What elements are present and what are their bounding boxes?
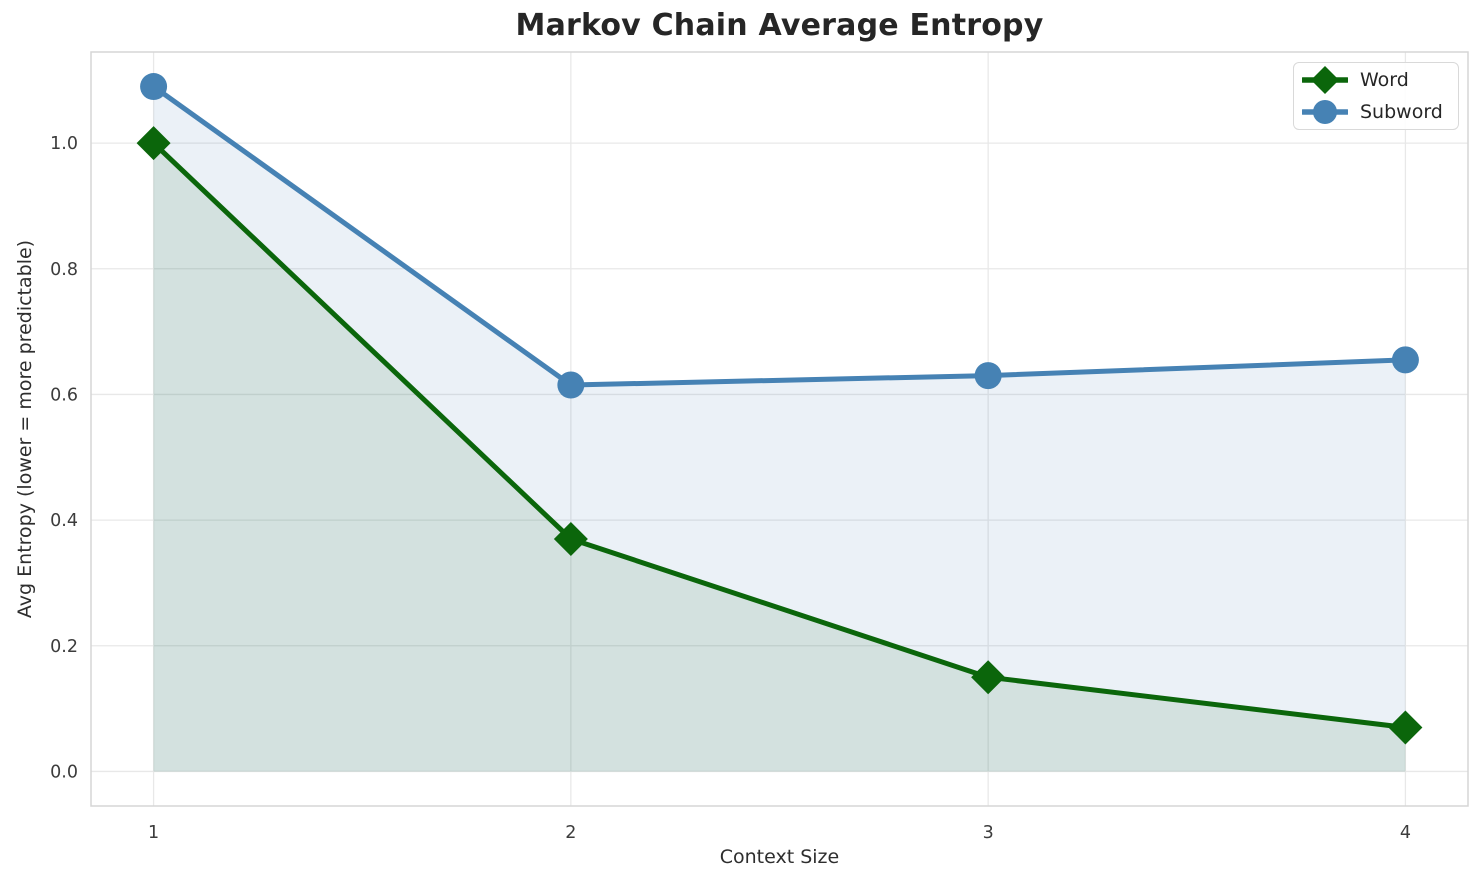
y-tick-label-0.0: 0.0: [50, 762, 78, 782]
x-tick-label-1: 1: [148, 823, 159, 843]
chart-title: Markov Chain Average Entropy: [515, 8, 1044, 43]
legend-label-word: Word: [1360, 69, 1409, 91]
subword-circle-marker-icon: [1302, 100, 1348, 124]
y-tick-label-0.6: 0.6: [50, 385, 78, 405]
y-tick-label-1.0: 1.0: [50, 134, 78, 154]
data-point-subword-x1: [140, 73, 168, 101]
data-point-word-x2: [553, 521, 588, 556]
y-tick-label-0.4: 0.4: [50, 511, 78, 531]
y-tick-labels: 0.0 0.2 0.4 0.6 0.8 1.0: [50, 134, 78, 782]
area-fill-subword: [153, 86, 1406, 772]
data-point-word-x3: [971, 660, 1006, 695]
area-fill-word: [153, 143, 1406, 772]
legend-label-subword: Subword: [1360, 101, 1443, 123]
area-fills: [153, 86, 1406, 772]
data-point-word-x4: [1388, 710, 1423, 745]
legend-item-word: Word: [1302, 65, 1448, 95]
data-point-subword-x3: [974, 362, 1002, 390]
x-tick-labels: 1 2 3 4: [148, 823, 1411, 843]
line-subword: [151, 84, 1408, 388]
x-tick-label-2: 2: [565, 823, 576, 843]
legend: Word Subword: [1293, 62, 1459, 130]
data-point-word-x1: [136, 126, 171, 161]
data-markers: [136, 73, 1423, 745]
plot-border: [90, 51, 1469, 807]
line-word: [151, 140, 1408, 730]
gridlines: [91, 52, 1468, 806]
legend-item-subword: Subword: [1302, 97, 1448, 127]
y-axis-label: Avg Entropy (lower = more predictable): [14, 239, 36, 619]
axes-spines: [90, 51, 1469, 807]
data-point-subword-x2: [557, 371, 585, 399]
x-tick-label-4: 4: [1400, 823, 1411, 843]
data-point-subword-x4: [1391, 346, 1419, 374]
word-diamond-marker-icon: [1302, 66, 1348, 94]
y-tick-label-0.2: 0.2: [50, 637, 78, 657]
y-tick-label-0.8: 0.8: [50, 260, 78, 280]
x-axis-label: Context Size: [719, 846, 840, 868]
x-tick-label-3: 3: [983, 823, 994, 843]
series-lines: [151, 84, 1408, 730]
